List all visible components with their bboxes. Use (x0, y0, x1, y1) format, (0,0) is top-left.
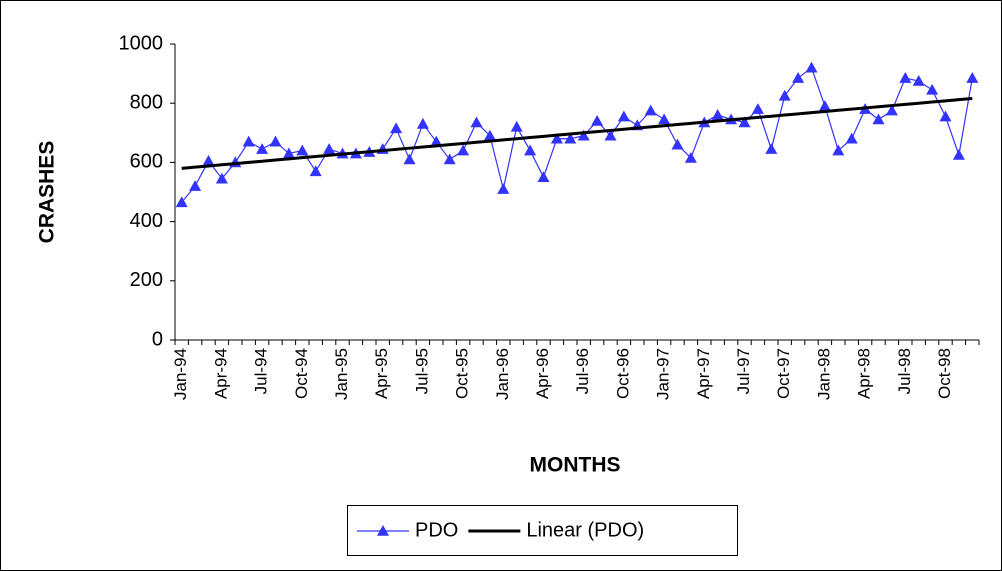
y-tick-label: 0 (152, 328, 163, 350)
x-tick-label: Jul-98 (895, 348, 914, 394)
x-tick-label: Apr-95 (372, 348, 391, 399)
data-point (564, 132, 577, 144)
data-point (497, 183, 510, 194)
data-point (658, 113, 671, 125)
data-point (242, 135, 255, 147)
data-point (470, 116, 483, 128)
data-point (175, 196, 188, 208)
data-point (952, 149, 965, 160)
data-point (390, 122, 403, 134)
data-point (671, 138, 684, 150)
data-point (457, 144, 470, 156)
data-point (604, 129, 617, 141)
data-point (215, 172, 228, 184)
data-point (684, 151, 697, 163)
data-point (765, 143, 778, 154)
y-tick-label: 1000 (119, 32, 164, 54)
data-point (966, 72, 979, 83)
x-tick-label: Apr-97 (694, 348, 713, 399)
data-point (483, 129, 496, 141)
data-point (510, 120, 523, 132)
data-point (912, 75, 925, 86)
data-point (591, 114, 604, 126)
series-line (181, 96, 973, 170)
x-tick-label: Oct-96 (613, 348, 632, 399)
data-point (845, 132, 858, 144)
data-point (617, 110, 630, 122)
x-tick-label: Oct-98 (935, 348, 954, 399)
data-point (202, 154, 215, 166)
legend-box (347, 505, 738, 556)
legend-marker (377, 525, 389, 536)
x-tick-label: Jan-96 (493, 348, 512, 400)
data-point (872, 113, 885, 125)
data-point (282, 147, 295, 159)
data-point (818, 100, 831, 111)
x-tick-label: Jan-95 (332, 348, 351, 400)
x-tick-label: Jan-98 (814, 348, 833, 400)
data-point (644, 104, 657, 116)
x-tick-label: Jul-94 (252, 348, 271, 394)
x-tick-label: Oct-97 (774, 348, 793, 399)
data-point (805, 61, 818, 73)
data-point (537, 171, 550, 182)
data-point (885, 104, 898, 116)
data-point (577, 129, 590, 141)
data-point (711, 109, 724, 120)
legend-label: Linear (PDO) (526, 519, 644, 541)
data-point (751, 103, 764, 114)
x-tick-label: Oct-94 (292, 348, 311, 399)
x-tick-label: Apr-94 (211, 348, 230, 399)
x-tick-label: Apr-98 (855, 348, 874, 399)
y-tick-label: 400 (130, 210, 163, 232)
data-point (524, 144, 537, 156)
data-point (416, 117, 429, 129)
data-point (323, 143, 336, 154)
data-point (443, 153, 456, 165)
y-tick-label: 600 (130, 151, 163, 173)
x-tick-label: Oct-95 (453, 348, 472, 399)
x-tick-label: Jul-96 (573, 348, 592, 394)
data-point (269, 135, 282, 147)
data-point (792, 72, 805, 83)
y-tick-label: 800 (130, 91, 163, 113)
data-point (738, 116, 751, 128)
y-tick-label: 200 (130, 269, 163, 291)
data-point (189, 180, 202, 191)
data-point (430, 135, 443, 147)
x-tick-label: Jul-95 (412, 348, 431, 394)
data-point (403, 153, 416, 165)
data-point (778, 89, 791, 101)
x-tick-label: Jan-94 (171, 348, 190, 400)
x-axis-title: MONTHS (530, 454, 621, 477)
data-point (899, 72, 912, 83)
data-point (256, 143, 269, 154)
data-point (296, 144, 309, 156)
data-point (832, 144, 845, 156)
data-point (309, 165, 322, 177)
data-point (926, 83, 939, 95)
x-tick-label: Apr-96 (533, 348, 552, 399)
x-tick-label: Jul-97 (734, 348, 753, 394)
x-tick-label: Jan-97 (654, 348, 673, 400)
legend-label: PDO (415, 519, 458, 541)
data-point (939, 110, 952, 122)
data-point (550, 132, 563, 144)
y-axis-title: CRASHES (36, 141, 59, 244)
